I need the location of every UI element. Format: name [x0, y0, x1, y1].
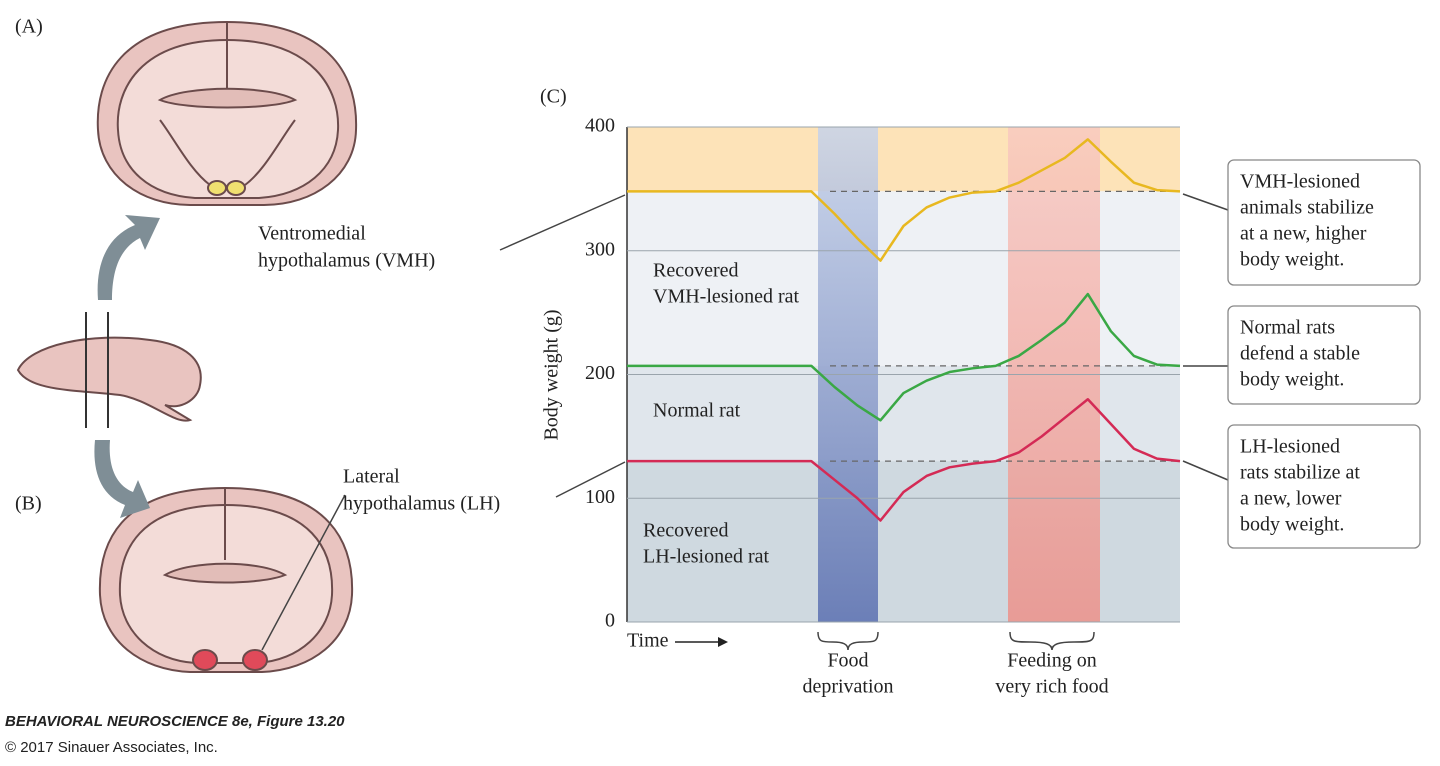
series-label: Recovered — [643, 520, 729, 542]
x-axis-label: Time — [627, 630, 669, 652]
callout-box — [1227, 424, 1421, 549]
callout-text: Normal rats — [1240, 317, 1335, 339]
arrow-down — [94, 440, 150, 518]
period-label: Feeding on — [1007, 650, 1096, 672]
callout-leader — [1182, 193, 1229, 211]
y-tick-label: 300 — [585, 238, 615, 260]
period-braces — [817, 631, 1095, 651]
callout-box — [1227, 159, 1421, 286]
period-label: very rich food — [995, 676, 1108, 698]
callout-text: LH-lesioned — [1240, 436, 1340, 458]
region-label: Lateral — [343, 466, 400, 488]
y-tick-label: 0 — [605, 610, 615, 632]
series-line — [627, 292, 1181, 422]
callout-leader — [1182, 460, 1229, 481]
period-label: deprivation — [802, 676, 893, 698]
period-label: Food — [827, 650, 868, 672]
credit: © 2017 Sinauer Associates, Inc. — [5, 739, 218, 756]
credit: BEHAVIORAL NEUROSCIENCE 8e, Figure 13.20 — [5, 713, 345, 730]
callout-text: at a new, higher — [1240, 223, 1367, 245]
lh-leader — [555, 461, 626, 498]
brain-sagittal — [16, 312, 202, 428]
series-label: Normal rat — [653, 400, 741, 422]
arrow-up — [97, 215, 160, 300]
region-label: hypothalamus (VMH) — [258, 250, 435, 272]
callout-text: body weight. — [1240, 369, 1344, 391]
callout-text: body weight. — [1240, 249, 1344, 271]
y-tick-label: 400 — [585, 115, 615, 137]
series-line — [627, 398, 1181, 522]
panel-label: (A) — [15, 16, 43, 38]
callout-box — [1227, 305, 1421, 405]
callout-text: rats stabilize at — [1240, 462, 1360, 484]
series-label: LH-lesioned rat — [643, 546, 770, 568]
y-tick-label: 200 — [585, 362, 615, 384]
callout-text: body weight. — [1240, 514, 1344, 536]
y-tick-label: 100 — [585, 486, 615, 508]
callout-text: animals stabilize — [1240, 197, 1374, 219]
series-label: VMH-lesioned rat — [653, 286, 800, 308]
panel-label: (B) — [15, 493, 42, 515]
panel-label: (C) — [540, 86, 567, 108]
time-arrow-head — [718, 637, 728, 647]
callout-text: a new, lower — [1240, 488, 1342, 510]
brain-a — [96, 20, 358, 206]
series-label: Recovered — [653, 260, 739, 282]
callout-text: defend a stable — [1240, 343, 1360, 365]
region-label: Ventromedial — [258, 223, 366, 245]
callout-text: VMH-lesioned — [1240, 171, 1360, 193]
brain-b — [98, 486, 354, 673]
series-line — [627, 138, 1181, 262]
y-axis-label: Body weight (g) — [541, 309, 563, 440]
vmh-leader — [499, 194, 626, 251]
region-label: hypothalamus (LH) — [343, 493, 500, 515]
